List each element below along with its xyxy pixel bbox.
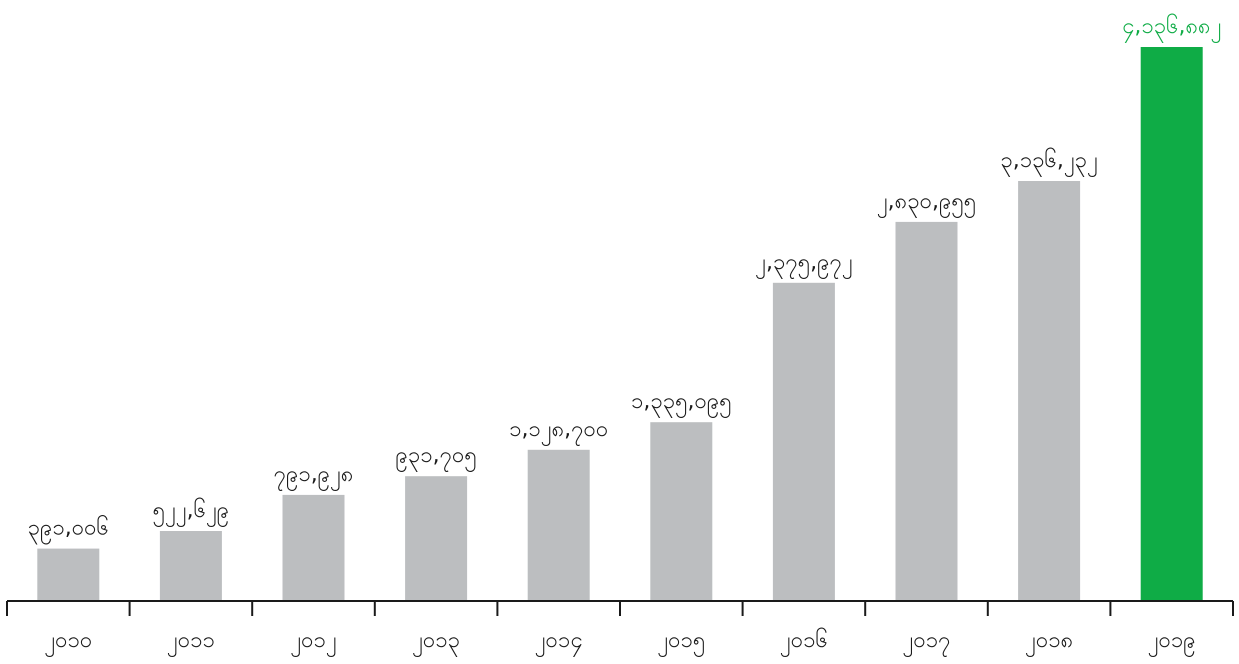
bar-value-label-6: ၂,၃၇၅,၉၇၂	[755, 250, 852, 279]
bar-0	[37, 548, 100, 601]
x-tick-label-9: ၂၀၁၉	[1148, 628, 1196, 657]
x-tick-label-6: ၂၀၁၆	[780, 627, 828, 657]
bar-6	[772, 282, 835, 601]
bar-value-label-7: ၂,၈၃၀,၉၅၅	[877, 189, 976, 218]
bar-2	[282, 494, 345, 601]
bar-value-label-4: ၁,၁၂၈,၇၀၀	[509, 417, 608, 446]
bar-value-label-1: ၅၂၂,၆၂၉	[153, 497, 230, 527]
bars-group	[37, 47, 1203, 601]
x-tick-label-0: ၂၀၁၀	[44, 628, 92, 657]
x-tick-label-4: ၂၀၁၄	[535, 628, 583, 657]
bar-8	[1018, 181, 1081, 601]
bar-value-label-3: ၉၃၁,၇၀၅	[395, 443, 476, 472]
bar-1	[159, 531, 222, 601]
bar-5	[650, 422, 713, 601]
bar-4	[527, 449, 590, 601]
x-axis-ticks	[6, 601, 1234, 616]
x-tick-label-5: ၂၀၁၅	[657, 628, 705, 657]
x-axis-tick-labels: ၂၀၁၀ ၂၀၁၁ ၂၀၁၂ ၂၀၁၃ ၂၀၁၄ ၂၀၁၅ ၂၀၁၆ ၂၀၁၇ ၂၀၁၈ ၂၀၁၉	[44, 627, 1195, 657]
bar-value-label-2: ၇၉၁,၉၂၈	[274, 462, 354, 491]
bar-value-label-0: ၃၉၁,၀၀၆	[28, 515, 109, 545]
x-tick-label-7: ၂၀၁၇	[903, 628, 951, 657]
bar-7	[895, 221, 958, 601]
bar-9	[1140, 47, 1203, 601]
bar-3	[405, 476, 468, 601]
bar-value-labels: ၃၉၁,၀၀၆ ၅၂၂,၆၂၉ ၇၉၁,၉၂၈ ၉၃၁,၇၀၅ ၁,၁၂၈,၇၀၀ ၁,၃…	[28, 13, 1222, 545]
x-tick-label-8: ၂၀၁၈	[1025, 628, 1073, 657]
bar-value-label-8: ၃,၁၃၆,၂၃၂	[1000, 147, 1097, 177]
x-tick-label-2: ၂၀၁၂	[290, 628, 336, 657]
bar-value-label-9: ၄,၁၃၆,၈၈၂	[1122, 13, 1221, 43]
x-tick-label-3: ၂၀၁၃	[412, 628, 460, 657]
bar-value-label-5: ၁,၃၃၅,၀၉၅	[631, 389, 732, 418]
x-tick-label-1: ၂၀၁၁	[167, 628, 215, 657]
